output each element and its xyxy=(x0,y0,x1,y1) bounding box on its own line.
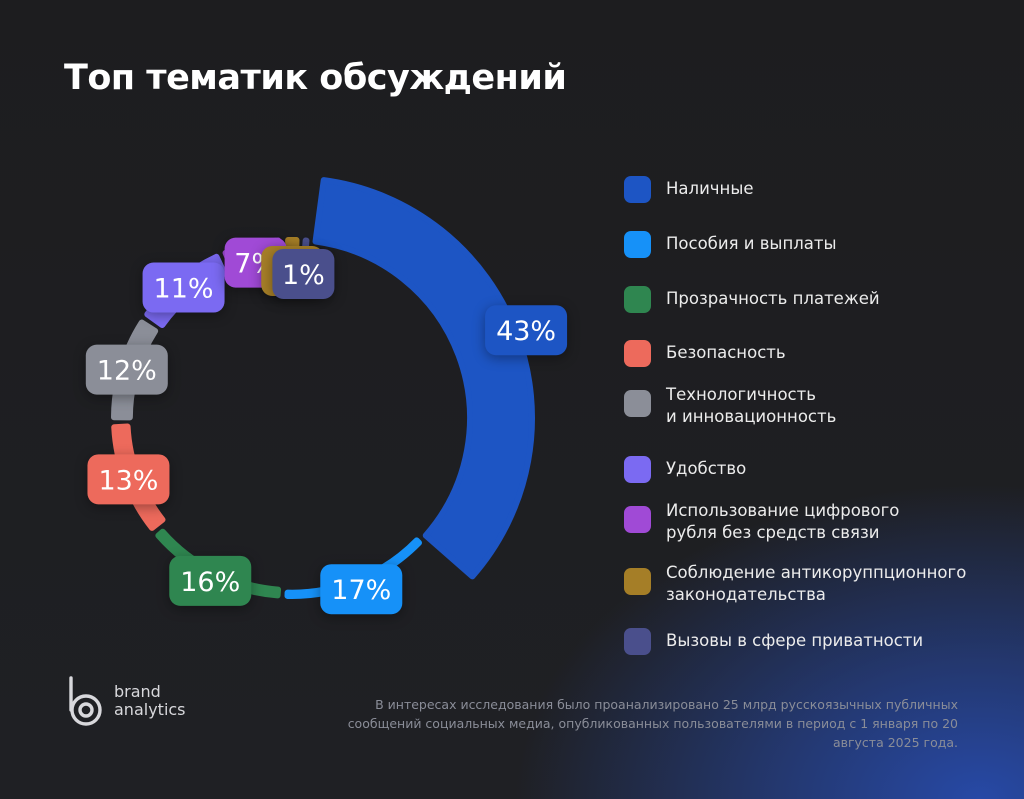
legend-label: Наличные xyxy=(666,179,754,198)
value-label: 1% xyxy=(282,260,325,291)
legend-swatch xyxy=(624,176,651,203)
value-badge-3: 16% xyxy=(169,555,252,606)
legend-label: Технологичность и инновационность xyxy=(666,385,837,426)
value-badge-1: 43% xyxy=(485,305,568,356)
value-badge-bg xyxy=(272,248,335,299)
brand-logo: brand analytics xyxy=(66,676,186,726)
legend-item-6: Удобство xyxy=(624,456,746,483)
value-badge-bg xyxy=(87,454,170,505)
legend-swatch xyxy=(624,568,651,595)
legend-item-7: Использование цифрового рубля без средст… xyxy=(624,501,899,544)
legend-item-4: Безопасность xyxy=(624,340,786,367)
legend-swatch xyxy=(624,628,651,655)
value-badge-9: 1% xyxy=(272,248,335,299)
value-badge-bg xyxy=(320,564,403,615)
legend-item-5: Технологичность и инновационность xyxy=(624,385,836,428)
legend-swatch xyxy=(624,390,651,417)
value-badge-6: 11% xyxy=(142,262,225,313)
legend-label: Соблюдение антикоруппционного законодате… xyxy=(666,563,967,604)
legend-label: Удобство xyxy=(666,459,747,478)
legend-swatch xyxy=(624,456,651,483)
legend-item-2: Пособия и выплаты xyxy=(624,231,837,258)
value-label: 43% xyxy=(496,316,556,347)
legend-label: Прозрачность платежей xyxy=(666,289,880,308)
legend-label: Вызовы в сфере приватности xyxy=(666,631,924,650)
legend-swatch xyxy=(624,506,651,533)
legend-label: Использование цифрового рубля без средст… xyxy=(666,501,900,542)
value-label: 16% xyxy=(180,567,240,598)
legend-swatch xyxy=(624,231,651,258)
legend-item-9: Вызовы в сфере приватности xyxy=(624,628,923,655)
value-badge-bg xyxy=(142,262,225,313)
value-label: 13% xyxy=(98,465,158,496)
value-badge-bg xyxy=(85,344,168,395)
donut-slice-1 xyxy=(312,177,535,580)
value-badge-bg xyxy=(169,555,252,606)
value-badge-4: 13% xyxy=(87,454,170,505)
value-label: 11% xyxy=(154,274,214,305)
donut-chart: 43%17%16%13%12%11%7%2%1% xyxy=(85,177,568,615)
brand-analytics-logo-icon xyxy=(69,676,102,726)
legend-item-1: Наличные xyxy=(624,176,754,203)
legend-item-8: Соблюдение антикоруппционного законодате… xyxy=(624,563,966,606)
brand-logo-text: brand analytics xyxy=(114,682,186,719)
legend-label: Пособия и выплаты xyxy=(666,234,837,253)
legend-swatch xyxy=(624,340,651,367)
value-label: 17% xyxy=(331,575,391,606)
legend-item-3: Прозрачность платежей xyxy=(624,286,880,313)
value-badge-5: 12% xyxy=(85,344,168,395)
value-label: 12% xyxy=(97,356,157,387)
page-title: Топ тематик обсуждений xyxy=(64,58,567,98)
value-badge-2: 17% xyxy=(320,564,403,615)
value-badge-bg xyxy=(485,305,568,356)
legend-label: Безопасность xyxy=(666,343,786,362)
legend-swatch xyxy=(624,286,651,313)
footnote: В интересах исследования было проанализи… xyxy=(347,697,958,750)
